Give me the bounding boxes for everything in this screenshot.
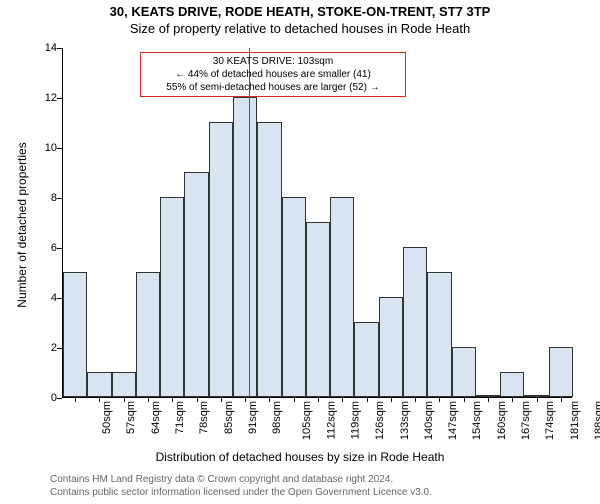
marker-annotation: 30 KEATS DRIVE: 103sqm← 44% of detached …	[140, 52, 406, 97]
histogram-bar	[549, 347, 573, 397]
histogram-bar	[184, 172, 208, 397]
footer-line-2: Contains public sector information licen…	[50, 487, 432, 498]
x-tick-label: 167sqm	[520, 401, 532, 440]
histogram-bar	[427, 272, 451, 397]
x-tick-label: 119sqm	[349, 401, 361, 439]
histogram-bar	[87, 372, 111, 397]
histogram-bar	[500, 372, 524, 397]
x-tick-label: 147sqm	[447, 401, 459, 440]
histogram-bar	[63, 272, 87, 397]
histogram-bar	[257, 122, 281, 397]
x-tick-label: 160sqm	[496, 401, 508, 440]
x-tick-label: 140sqm	[423, 401, 435, 440]
x-tick-label: 181sqm	[569, 401, 581, 440]
y-axis-label: Number of detached properties	[15, 125, 29, 325]
histogram-bar	[354, 322, 378, 397]
title-block: 30, KEATS DRIVE, RODE HEATH, STOKE-ON-TR…	[0, 4, 600, 36]
histogram-plot: 0246810121450sqm57sqm64sqm71sqm78sqm85sq…	[62, 48, 572, 398]
x-tick-label: 91sqm	[247, 401, 259, 434]
histogram-bar	[282, 197, 306, 397]
histogram-bar	[330, 197, 354, 397]
annotation-line: 55% of semi-detached houses are larger (…	[145, 81, 401, 94]
histogram-bar	[452, 347, 476, 397]
x-tick-label: 188sqm	[593, 401, 600, 440]
histogram-bar	[160, 197, 184, 397]
x-tick-label: 105sqm	[302, 401, 314, 440]
annotation-line: 30 KEATS DRIVE: 103sqm	[145, 55, 401, 68]
histogram-bar	[209, 122, 233, 397]
footer-line-1: Contains HM Land Registry data © Crown c…	[50, 474, 393, 485]
x-tick-label: 85sqm	[223, 401, 235, 434]
x-tick-label: 57sqm	[125, 401, 137, 434]
x-tick-label: 154sqm	[472, 401, 484, 440]
histogram-bar	[403, 247, 427, 397]
x-tick-label: 126sqm	[374, 401, 386, 440]
x-tick-label: 174sqm	[544, 401, 556, 440]
title-address: 30, KEATS DRIVE, RODE HEATH, STOKE-ON-TR…	[0, 4, 600, 19]
histogram-bar	[306, 222, 330, 397]
histogram-bar	[233, 97, 257, 397]
x-tick-label: 112sqm	[325, 401, 337, 439]
x-tick-label: 64sqm	[150, 401, 162, 434]
annotation-line: ← 44% of detached houses are smaller (41…	[145, 68, 401, 81]
x-tick-label: 98sqm	[271, 401, 283, 434]
x-tick-label: 50sqm	[101, 401, 113, 434]
x-axis-label: Distribution of detached houses by size …	[0, 450, 600, 464]
x-tick-label: 78sqm	[198, 401, 210, 434]
reference-marker-line	[249, 48, 250, 397]
x-tick-label: 71sqm	[174, 401, 186, 434]
histogram-bar	[112, 372, 136, 397]
histogram-bar	[136, 272, 160, 397]
x-tick-label: 133sqm	[399, 401, 411, 440]
histogram-bar	[379, 297, 403, 397]
title-subtitle: Size of property relative to detached ho…	[0, 21, 600, 36]
